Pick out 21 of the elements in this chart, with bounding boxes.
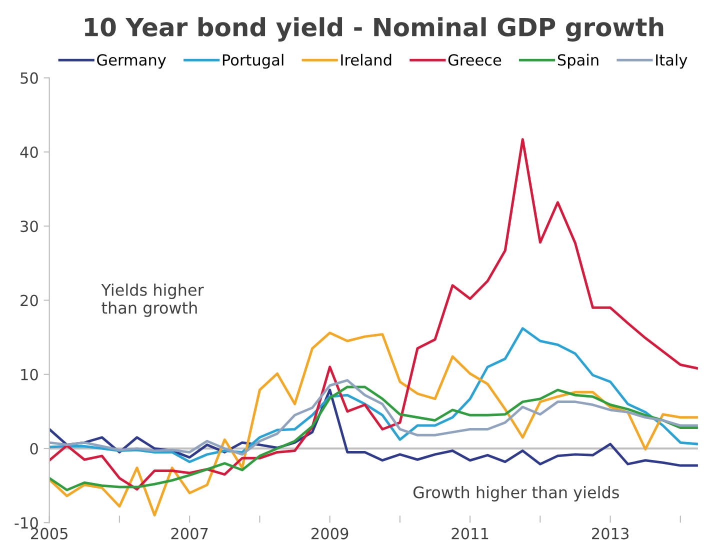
x-tick-label: 2011 <box>452 528 488 540</box>
x-tick-label: 2007 <box>171 528 208 540</box>
y-tick-label: 10 <box>21 368 38 380</box>
legend-label: Portugal <box>222 54 284 69</box>
annotation: Growth higher than yields <box>413 486 619 502</box>
y-tick-label: 30 <box>20 220 38 232</box>
y-tick-label: 20 <box>20 294 38 306</box>
chart-title: 10 Year bond yield - Nominal GDP growth <box>85 17 664 42</box>
y-tick-label: 50 <box>20 72 38 84</box>
legend-label: Greece <box>448 54 502 66</box>
x-tick-label: 2013 <box>592 528 629 540</box>
x-tick-label: 2009 <box>312 528 348 540</box>
y-tick-label: 0 <box>30 442 38 455</box>
annotation: Yields higher than growth <box>101 284 204 317</box>
y-tick-label: -10 <box>14 517 38 529</box>
legend-label: Germany <box>97 54 166 69</box>
legend-label: Ireland <box>341 54 392 66</box>
legend-label: Spain <box>558 54 598 69</box>
legend-label: Italy <box>656 54 688 69</box>
y-tick-label: 40 <box>20 146 38 158</box>
x-tick-label: 2005 <box>31 528 68 540</box>
